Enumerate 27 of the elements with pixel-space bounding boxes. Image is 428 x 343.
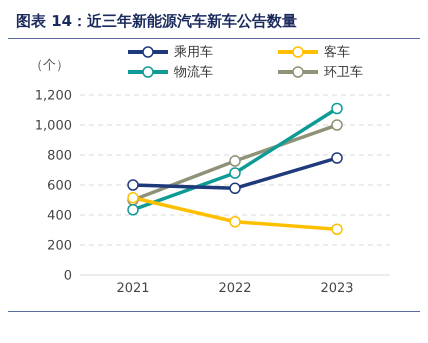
y-tick-label: 400 bbox=[47, 208, 72, 224]
y-tick-label: 1,200 bbox=[34, 88, 72, 104]
x-tick-label: 2023 bbox=[320, 281, 354, 296]
point bbox=[127, 179, 139, 191]
point bbox=[229, 182, 241, 194]
point bbox=[127, 192, 139, 204]
point bbox=[229, 155, 241, 167]
x-tick-label: 2021 bbox=[116, 281, 150, 296]
legend-label: 客车 bbox=[324, 44, 350, 61]
y-tick-label: 1,000 bbox=[34, 118, 72, 134]
y-tick-label: 200 bbox=[47, 238, 72, 254]
y-tick-label: 800 bbox=[47, 148, 72, 164]
y-tick-label: 600 bbox=[47, 178, 72, 194]
point bbox=[331, 152, 343, 164]
legend-label: 乘用车 bbox=[174, 44, 213, 61]
point bbox=[331, 102, 343, 114]
x-tick-label: 2022 bbox=[218, 281, 252, 296]
point bbox=[127, 204, 139, 216]
chart-title: 图表 14：近三年新能源汽车新车公告数量 bbox=[8, 8, 420, 39]
y-tick-label: 0 bbox=[64, 268, 72, 284]
point bbox=[229, 167, 241, 179]
y-axis-title: （个） bbox=[30, 57, 69, 74]
point bbox=[331, 119, 343, 131]
legend-label: 环卫车 bbox=[324, 64, 363, 81]
legend-label: 物流车 bbox=[174, 64, 213, 81]
point bbox=[229, 216, 241, 228]
point bbox=[331, 224, 343, 235]
